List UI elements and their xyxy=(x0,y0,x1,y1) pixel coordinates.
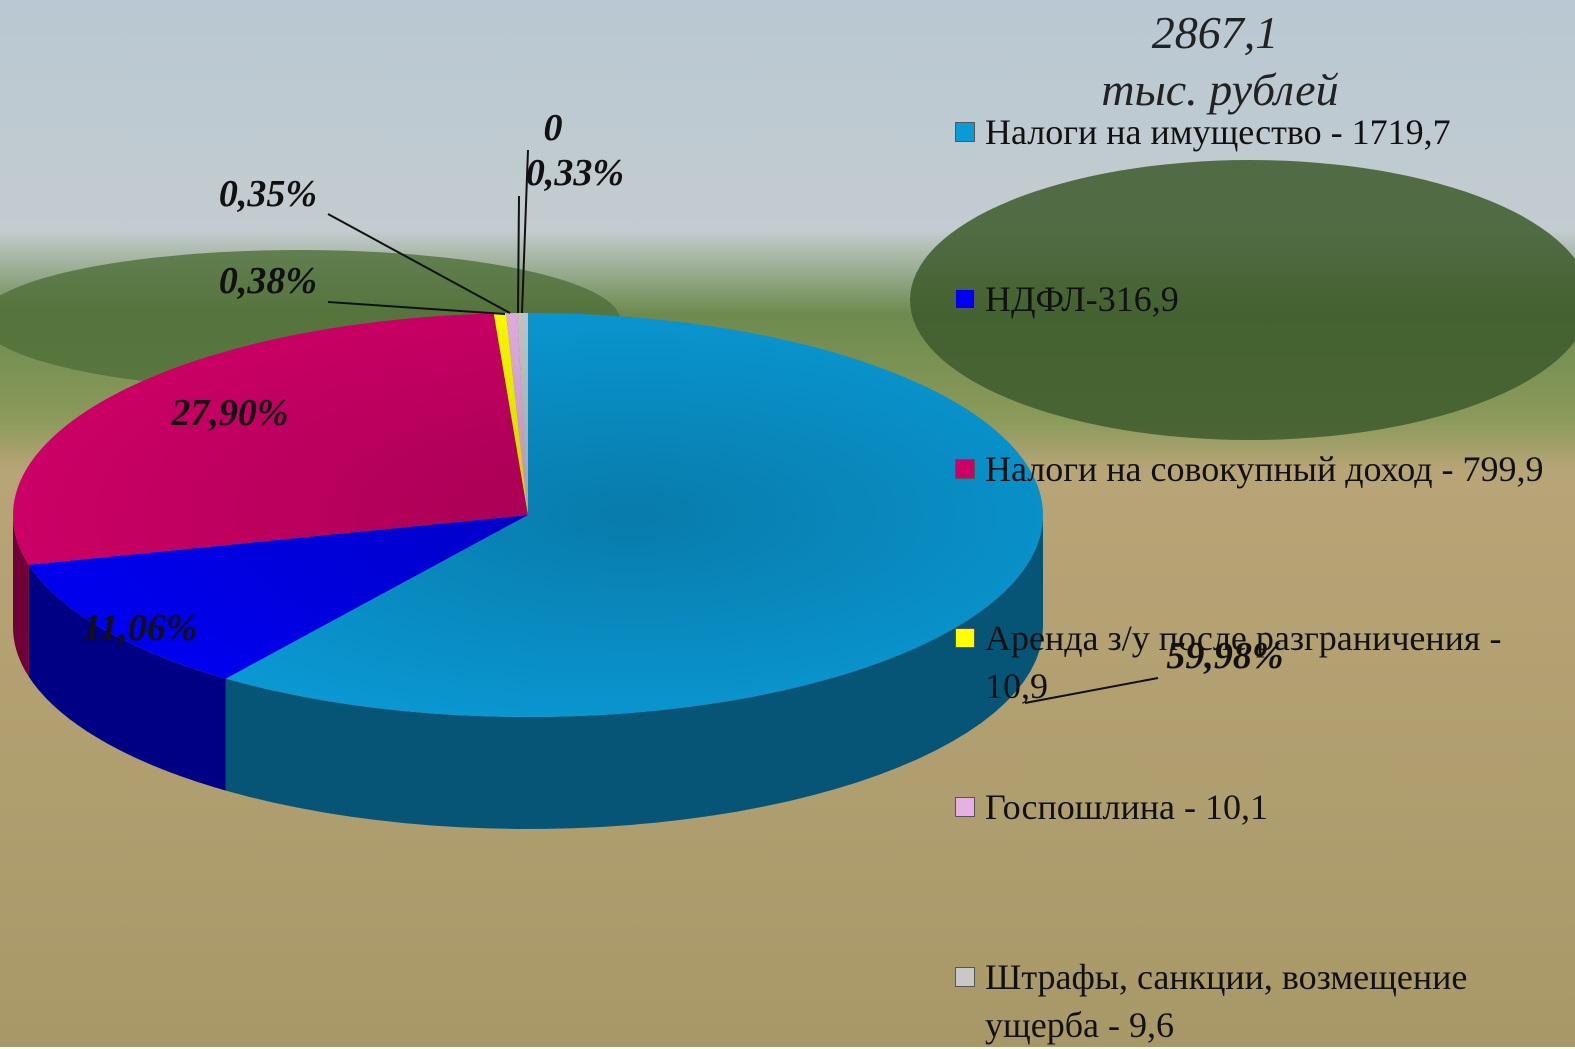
legend-swatch xyxy=(955,122,975,142)
legend-entry: Налоги на имущество - 1719,7 xyxy=(955,108,1565,156)
legend-label: Налоги на совокупный доход - 799,9 xyxy=(985,449,1544,489)
legend-label: НДФЛ-316,9 xyxy=(985,279,1179,319)
leader-line xyxy=(327,213,511,314)
data-labels: 59,98% 11,06% 27,90% 0,38% 0,35% 0,33%0 xyxy=(82,107,1284,704)
trees xyxy=(910,160,1575,440)
chart-title: 2867,1 xyxy=(1152,7,1279,58)
data-label: 0,38% xyxy=(219,260,317,302)
legend-entry: Штрафы, санкции, возмещение ущерба - 9,6 xyxy=(955,953,1565,1049)
legend-label: Аренда з/у после разграничения - 10,9 xyxy=(985,618,1502,706)
slice-shading xyxy=(13,313,1043,717)
legend-swatch xyxy=(955,459,975,479)
legend-entry: Аренда з/у после разграничения - 10,9 xyxy=(955,614,1565,710)
legend-label: Налоги на имущество - 1719,7 xyxy=(985,112,1451,152)
legend-entry: Госпошлина - 10,1 xyxy=(955,783,1565,831)
data-label: 59,98% xyxy=(1166,635,1283,677)
legend-swatch xyxy=(955,967,975,987)
legend-entry: Налоги на совокупный доход - 799,9 xyxy=(955,445,1565,493)
slice-side xyxy=(28,564,226,791)
data-label: 0,35% xyxy=(219,173,317,215)
leader-line xyxy=(521,149,529,314)
leader-line xyxy=(517,195,520,314)
legend-swatch xyxy=(955,797,975,817)
legend-entry: НДФЛ-316,9 xyxy=(955,275,1565,323)
legend-label: Госпошлина - 10,1 xyxy=(985,787,1268,827)
legend-swatch xyxy=(955,628,975,648)
slice-side xyxy=(225,515,1044,829)
legend-swatch xyxy=(955,289,975,309)
data-label: 0,33% xyxy=(526,152,624,194)
legend-label: Штрафы, санкции, возмещение ущерба - 9,6 xyxy=(985,957,1468,1045)
data-label: 27,90% xyxy=(170,392,288,434)
leader-line xyxy=(327,301,506,315)
leader-line xyxy=(1024,677,1159,704)
data-label: 11,06% xyxy=(82,607,197,649)
data-label: 0 xyxy=(544,107,563,149)
slice-side xyxy=(13,515,29,677)
chart-subtitle: тыс. рублей xyxy=(1101,64,1338,115)
pie xyxy=(13,313,1044,829)
